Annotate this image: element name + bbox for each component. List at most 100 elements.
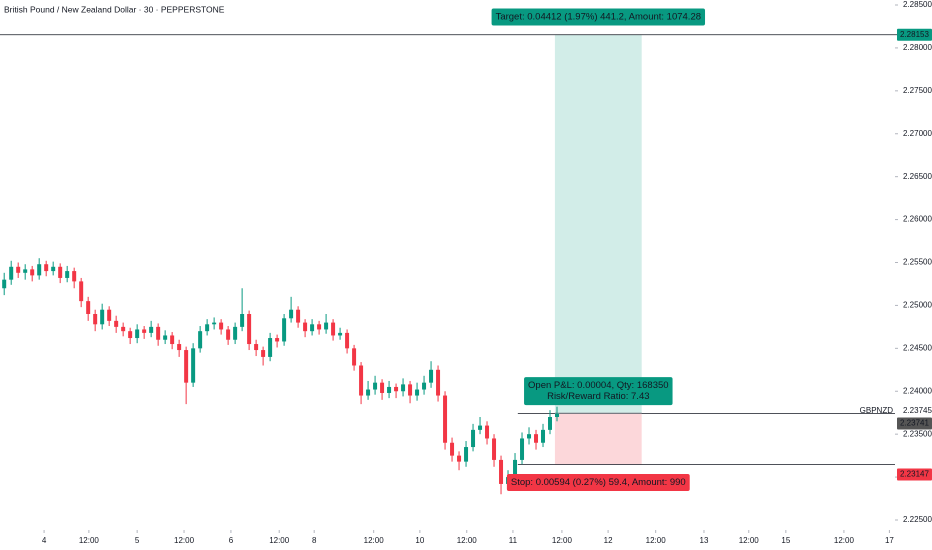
x-tick-label: 12:00 bbox=[834, 536, 855, 545]
x-tick-label: 12:00 bbox=[269, 536, 290, 545]
candle-body bbox=[254, 344, 259, 351]
candle-body bbox=[394, 386, 399, 392]
candle-body bbox=[93, 314, 98, 325]
price-label: 2.23741 bbox=[900, 419, 929, 428]
candle-body bbox=[541, 429, 546, 443]
candle-body bbox=[408, 384, 413, 396]
candle-body bbox=[345, 332, 350, 349]
candle-body bbox=[114, 320, 119, 327]
candle-body bbox=[198, 331, 203, 349]
candle-body bbox=[352, 348, 357, 366]
candle-body bbox=[520, 438, 525, 460]
x-tick-label: 5 bbox=[135, 536, 140, 545]
price-label: 2.23147 bbox=[900, 470, 929, 479]
candle-body bbox=[387, 386, 392, 393]
candle-body bbox=[191, 348, 196, 383]
y-tick-label: 2.25000 bbox=[903, 301, 932, 310]
candle-body bbox=[359, 365, 364, 396]
candle-body bbox=[534, 434, 539, 443]
y-tick-label: 2.23500 bbox=[903, 429, 932, 438]
candle-body bbox=[478, 425, 483, 430]
candle-body bbox=[275, 338, 280, 342]
candle-body bbox=[499, 459, 504, 484]
candle-body bbox=[317, 324, 322, 330]
target-box-box bbox=[491, 8, 706, 26]
candle-body bbox=[373, 382, 378, 390]
x-tick-label: 10 bbox=[415, 536, 424, 545]
x-tick-label: 11 bbox=[509, 536, 518, 545]
candle-body bbox=[401, 384, 406, 392]
stop-box-text: Stop: 0.00594 (0.27%) 59.4, Amount: 990 bbox=[511, 477, 686, 488]
x-tick-label: 15 bbox=[781, 536, 790, 545]
x-tick-label: 12:00 bbox=[79, 536, 100, 545]
y-tick-label: 2.26000 bbox=[903, 215, 932, 224]
candle-body bbox=[205, 324, 210, 332]
candle-body bbox=[184, 350, 189, 383]
candle-body bbox=[107, 309, 112, 321]
candle-body bbox=[422, 382, 427, 390]
chart-title: British Pound / New Zealand Dollar · 30 … bbox=[4, 4, 225, 14]
candle-body bbox=[9, 266, 14, 280]
pnl-box-box bbox=[524, 377, 673, 406]
candle-body bbox=[310, 324, 315, 332]
candle-body bbox=[2, 279, 7, 289]
candle-body bbox=[548, 417, 553, 430]
stop-zone bbox=[554, 413, 642, 465]
y-tick-label: 2.26500 bbox=[903, 172, 932, 181]
candle-body bbox=[450, 442, 455, 456]
x-tick-label: 13 bbox=[700, 536, 709, 545]
candle-body bbox=[555, 413, 560, 417]
price-label-bg bbox=[897, 468, 932, 481]
candle-body bbox=[289, 309, 294, 319]
candle-body bbox=[436, 369, 441, 396]
candle-body bbox=[471, 429, 476, 448]
y-tick-label: 2.27500 bbox=[903, 86, 932, 95]
y-tick-label: 2.22500 bbox=[903, 515, 932, 524]
x-tick-label: 4 bbox=[42, 536, 47, 545]
candle-body bbox=[457, 455, 462, 462]
candle-body bbox=[331, 322, 336, 336]
candle-body bbox=[233, 326, 238, 340]
candle-body bbox=[226, 329, 231, 340]
candle-body bbox=[247, 314, 252, 345]
x-tick-label: 12:00 bbox=[739, 536, 760, 545]
candle-body bbox=[219, 322, 224, 330]
candle-body bbox=[296, 309, 301, 323]
x-tick-label: 12:00 bbox=[552, 536, 573, 545]
candle-body bbox=[23, 269, 28, 273]
candle-body bbox=[324, 322, 329, 330]
candle-body bbox=[128, 331, 133, 339]
candle-body bbox=[100, 309, 105, 325]
candle-body bbox=[443, 395, 448, 443]
candle-body bbox=[30, 269, 35, 276]
candle-body bbox=[492, 438, 497, 460]
entry-label: 2.23745 bbox=[903, 406, 932, 415]
price-label: 2.28153 bbox=[900, 30, 929, 39]
candle-body bbox=[366, 389, 371, 396]
candle-body bbox=[240, 314, 245, 327]
target-box-text: Target: 0.04412 (1.97%) 441.2, Amount: 1… bbox=[496, 12, 701, 23]
candle-body bbox=[513, 459, 518, 478]
target-zone bbox=[554, 34, 642, 414]
candle-body bbox=[338, 332, 343, 336]
candle-body bbox=[163, 335, 168, 340]
candle-body bbox=[135, 329, 140, 339]
candle-body bbox=[170, 335, 175, 345]
x-tick-label: 12 bbox=[604, 536, 613, 545]
price-label-bg bbox=[897, 28, 932, 41]
candle-body bbox=[380, 382, 385, 393]
y-tick-label: 2.24500 bbox=[903, 343, 932, 352]
candle-body bbox=[177, 344, 182, 351]
pnl-box-text: Open P&L: 0.00004, Qty: 168350 bbox=[528, 380, 669, 391]
candle-body bbox=[65, 271, 70, 278]
candle-body bbox=[527, 434, 532, 439]
x-tick-label: 8 bbox=[312, 536, 317, 545]
symbol-label: GBPNZD bbox=[860, 406, 894, 415]
candle-body bbox=[212, 322, 217, 325]
y-tick-label: 2.24000 bbox=[903, 386, 932, 395]
candle-body bbox=[58, 266, 63, 278]
x-tick-label: 12:00 bbox=[174, 536, 195, 545]
y-tick-label: 2.28500 bbox=[903, 0, 932, 9]
